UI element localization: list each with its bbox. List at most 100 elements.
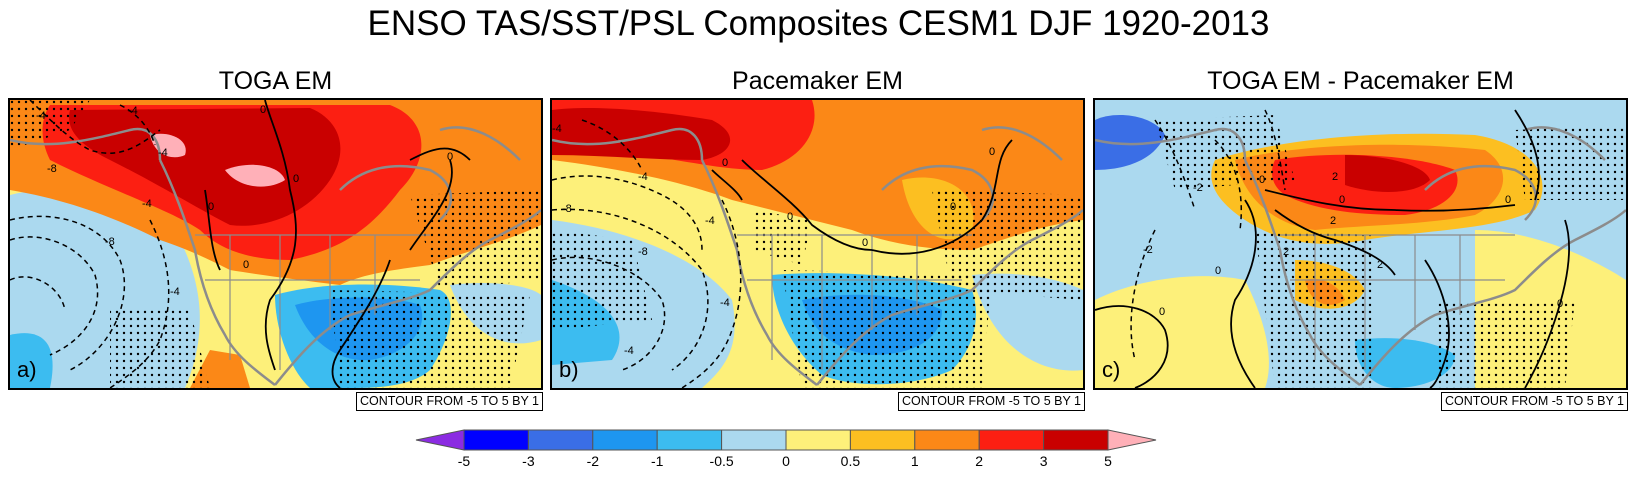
colorbar-box <box>656 429 723 451</box>
stipple-1 <box>932 190 1083 300</box>
dashed-contours <box>10 100 170 388</box>
contour-label: -8 <box>638 246 648 258</box>
colorbar-box <box>914 429 980 451</box>
colorbar-tick-label: -0.5 <box>710 453 734 469</box>
colorbar-box <box>463 429 529 451</box>
contour-labels: -4 -4 -4 -8 -8 -4 -4 0 0 0 0 0 <box>36 104 453 298</box>
coastlines <box>1095 126 1626 386</box>
contour-label: 0 <box>787 211 793 223</box>
colorbar-tick-label: 2 <box>975 453 983 469</box>
colorbar-box <box>978 429 1045 451</box>
stipple-4 <box>10 100 90 150</box>
colorbar-tick-label: -5 <box>458 453 471 469</box>
solid-contours <box>204 100 471 388</box>
contour-label: -8 <box>562 203 572 215</box>
contour-label: -4 <box>158 147 168 159</box>
colorbar-high-triangle <box>1107 429 1157 451</box>
panel-c: TOGA EM - Pacemaker EM <box>1093 66 1628 411</box>
field-east-blue <box>972 273 1083 371</box>
contour-label: 0 <box>1159 306 1165 318</box>
colorbar-graphic: -5 -3 -2 -1 -0.5 0 0.5 1 2 3 5 <box>415 429 1157 469</box>
colorbar-box <box>721 429 787 451</box>
contour-label: -4 <box>170 286 180 298</box>
contour-label: -8 <box>47 163 57 175</box>
panel-title: TOGA EM <box>218 67 333 95</box>
contour-label: 2 <box>1283 246 1289 258</box>
stipple-4 <box>752 210 812 265</box>
panel-label: a) <box>17 357 37 382</box>
contour-label: 0 <box>243 259 249 271</box>
contour-label: -2 <box>1193 182 1203 194</box>
contour-labels: -2 2 -2 0 2 2 2 0 0 0 0 0 <box>1143 171 1563 318</box>
map-a: -4 -4 -4 -8 -8 -4 -4 0 0 0 0 0 <box>10 100 541 388</box>
contour-label: 0 <box>862 237 868 249</box>
contour-label: 0 <box>293 173 299 185</box>
solid-contours <box>711 139 1013 255</box>
field-yellow-west <box>1095 276 1269 388</box>
field-darkred <box>552 108 731 160</box>
map-b: -4 -4 -8 -4 -8 -4 -4 0 0 0 0 0 <box>552 100 1083 388</box>
colorbar-tick-label: 1 <box>911 453 919 469</box>
stipple-3 <box>552 230 652 330</box>
contour-label: -4 <box>720 297 730 309</box>
colorbar-tick-label: 5 <box>1104 453 1112 469</box>
colorbar-box <box>527 429 594 451</box>
colorbar-tick-label: -2 <box>587 453 600 469</box>
stipple-4 <box>1515 125 1626 200</box>
stipple-3 <box>1435 300 1575 388</box>
contour-label: 0 <box>1505 194 1511 206</box>
contour-info: CONTOUR FROM -5 TO 5 BY 1 <box>898 392 1085 411</box>
colorbar-box <box>592 429 658 451</box>
field-darkred <box>69 108 341 226</box>
contour-label: -4 <box>552 123 562 135</box>
contour-label: -4 <box>638 171 648 183</box>
contour-label: -4 <box>705 215 715 227</box>
contour-label: 0 <box>447 151 453 163</box>
contour-label: 0 <box>950 201 956 213</box>
contour-label: 0 <box>260 104 266 116</box>
state-borders <box>195 234 430 370</box>
map-frame: -4 -4 -8 -4 -8 -4 -4 0 0 0 0 0 b) <box>550 98 1085 390</box>
panel-label: c) <box>1102 357 1121 382</box>
colorbar: -5 -3 -2 -1 -0.5 0 0.5 1 2 3 5 <box>414 428 1214 485</box>
contour-label: -4 <box>36 110 46 122</box>
contour-label: -4 <box>128 105 138 117</box>
contour-label: 0 <box>1215 265 1221 277</box>
contour-info: CONTOUR FROM -5 TO 5 BY 1 <box>1441 392 1628 411</box>
colorbar-tick-label: -3 <box>522 453 535 469</box>
colorbar-box <box>785 429 851 451</box>
map-frame: -2 2 -2 0 2 2 2 0 0 0 0 0 c) <box>1093 98 1628 390</box>
contour-label: -8 <box>105 236 115 248</box>
dashed-contours <box>1130 109 1286 361</box>
coastlines <box>10 126 541 386</box>
dashed-contours <box>552 119 742 388</box>
colorbar-tick-label: 3 <box>1040 453 1048 469</box>
contour-labels: -4 -4 -8 -4 -8 -4 -4 0 0 0 0 0 <box>552 123 995 357</box>
stipple-2 <box>782 270 992 388</box>
panel-title: Pacemaker EM <box>732 67 903 95</box>
stipple-2 <box>410 190 541 290</box>
contour-label: 0 <box>722 157 728 169</box>
contour-label: 2 <box>1332 171 1338 183</box>
colorbar-low-triangle <box>415 429 465 451</box>
contour-label: 0 <box>1259 174 1265 186</box>
colorbar-box <box>1043 429 1109 451</box>
panel-b: Pacemaker EM <box>550 66 1085 411</box>
colorbar-tick-label: 0.5 <box>841 453 861 469</box>
field-blue-patch <box>10 333 53 388</box>
contour-label: 2 <box>1377 259 1383 271</box>
contour-label: 0 <box>1339 194 1345 206</box>
panel-label: b) <box>559 357 579 382</box>
colorbar-tick-label: -1 <box>651 453 664 469</box>
map-frame: -4 -4 -4 -8 -8 -4 -4 0 0 0 0 0 a) <box>8 98 543 390</box>
solid-contours <box>1095 109 1571 388</box>
contour-label: 0 <box>208 201 214 213</box>
contour-label: 2 <box>1330 215 1336 227</box>
field-pink-2 <box>225 164 285 187</box>
stipple-1 <box>110 310 210 388</box>
field-blue-south <box>1355 338 1455 388</box>
contour-label: -4 <box>624 345 634 357</box>
contour-label: 0 <box>1557 298 1563 310</box>
contour-info: CONTOUR FROM -5 TO 5 BY 1 <box>356 392 543 411</box>
panel-a: TOGA EM <box>8 66 543 411</box>
